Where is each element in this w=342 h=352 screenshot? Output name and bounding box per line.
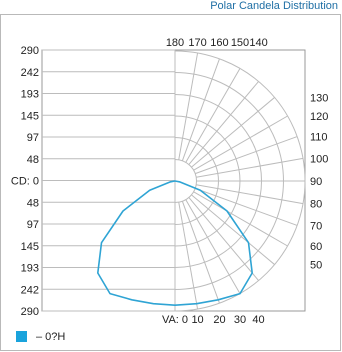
cd-tick-label: CD: 0	[11, 176, 39, 188]
angle-label-bottom: VA: 0	[162, 314, 188, 326]
angle-label-bottom: 30	[234, 314, 246, 326]
candela-ring	[174, 158, 197, 204]
angle-spoke	[181, 58, 220, 161]
cd-tick-label: 97	[27, 219, 39, 231]
cd-tick-label: 145	[21, 241, 39, 253]
angle-label-top: 150	[231, 37, 249, 49]
angle-spoke	[193, 191, 288, 247]
angle-spoke	[178, 202, 199, 310]
angle-label-right: 100	[310, 153, 328, 165]
cd-tick-label: 97	[27, 132, 39, 144]
cd-tick-label: 242	[21, 67, 39, 79]
candela-curve	[97, 180, 253, 306]
angle-label-right: 130	[310, 92, 328, 104]
cd-tick-label: 48	[27, 154, 39, 166]
cd-tick-label: 193	[21, 89, 39, 101]
angle-spoke	[196, 184, 304, 205]
angle-spoke	[178, 52, 199, 160]
angle-label-bottom: 20	[213, 314, 225, 326]
angle-label-top: 140	[249, 37, 267, 49]
angle-spoke	[185, 199, 241, 294]
angle-label-right: 70	[310, 220, 322, 232]
angle-label-right: 120	[310, 111, 328, 123]
cd-tick-label: 145	[21, 110, 39, 122]
angle-spoke	[188, 197, 259, 281]
angle-label-right: 60	[310, 241, 322, 253]
angle-spoke	[188, 81, 259, 165]
cd-tick-label: 290	[21, 306, 39, 318]
cd-tick-label: 242	[21, 284, 39, 296]
angle-label-top: 160	[210, 37, 228, 49]
chart-title: Polar Candela Distribution	[210, 0, 338, 12]
chart-frame	[0, 14, 341, 351]
angle-spoke	[191, 97, 275, 168]
angle-spoke	[191, 194, 275, 265]
angle-spoke	[195, 136, 298, 175]
angle-label-bottom: 40	[252, 314, 264, 326]
angle-spoke	[185, 68, 241, 163]
angle-label-top: 180	[166, 37, 184, 49]
angle-label-right: 50	[310, 260, 322, 272]
angle-spoke	[196, 157, 304, 178]
legend-swatch	[16, 331, 27, 342]
angle-label-right: 90	[310, 176, 322, 188]
angle-label-top: 170	[188, 37, 206, 49]
angle-spoke	[181, 201, 220, 304]
cd-tick-label: 48	[27, 197, 39, 209]
legend-label: – 0?H	[36, 331, 65, 343]
angle-label-bottom: 10	[191, 314, 203, 326]
angle-label-right: 80	[310, 199, 322, 211]
angle-spoke	[195, 187, 298, 226]
cd-tick-label: 193	[21, 263, 39, 275]
angle-spoke	[193, 115, 288, 171]
cd-tick-label: 290	[21, 45, 39, 57]
angle-label-right: 110	[310, 132, 328, 144]
